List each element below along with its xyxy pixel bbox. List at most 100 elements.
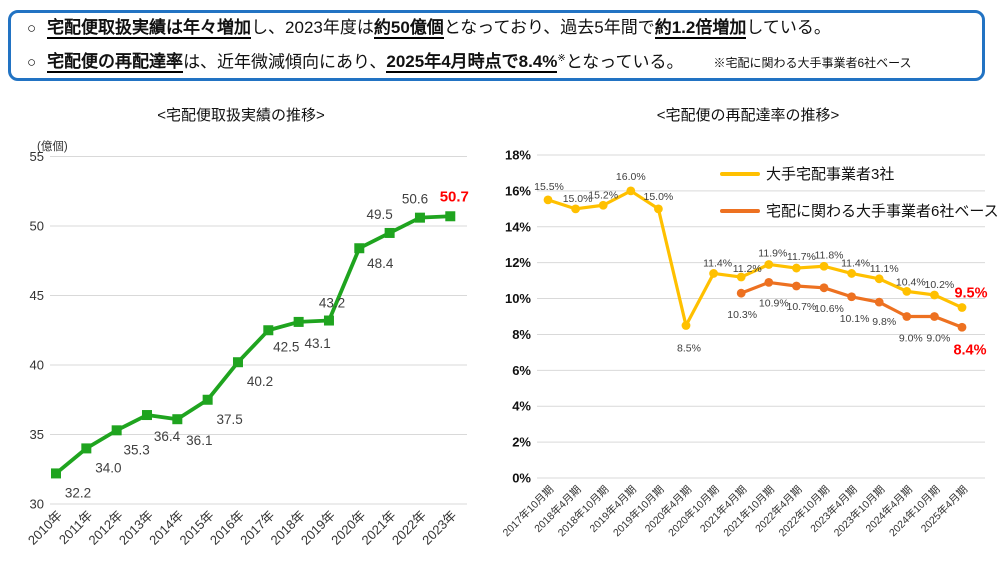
summary-emphasis-text: 宅配便の再配達率 [47,52,184,74]
summary-text: している。 [746,17,831,37]
data-point-label: 37.5 [217,412,243,427]
data-point-marker [172,414,183,425]
x-tick-label: 2010年 [25,508,65,548]
data-point-marker [792,263,801,273]
data-point-marker [819,261,829,271]
data-point-marker [263,325,274,336]
footnote: ※宅配に関わる大手事業者6社ベース [713,56,912,71]
data-point-label: 40.2 [247,374,273,389]
series-line [546,189,964,328]
data-point-marker [571,204,580,214]
data-point-label: 16.0% [616,171,646,183]
data-point-marker [384,227,395,238]
data-point-marker [51,468,61,479]
summary-emphasis-text: 約1.2倍増加 [654,17,747,39]
data-point-marker [957,303,967,312]
data-point-label: 11.4% [841,257,870,269]
bullet-circle-icon: ○ [27,54,37,72]
summary-line-1: ○ 宅配便取扱実績は年々増加し、2023年度は約50億個となっており、過去5年間… [27,13,982,44]
summary-text: し、2023年度は [251,17,374,37]
data-point-marker [847,292,856,302]
data-point-label: 49.5 [366,207,392,222]
y-tick-label: 10% [505,291,531,306]
legend-label: 宅配に関わる大手事業者6社ベース [766,203,999,220]
data-point-label: 11.4% [703,257,732,269]
y-tick-label: 55 [30,149,44,164]
data-point-label: 10.3% [727,309,757,321]
data-point-marker [902,312,912,321]
data-point-marker [414,212,425,223]
data-point-marker [736,288,746,298]
data-point-label: 9.0% [926,333,950,345]
data-point-label: 8.5% [677,342,701,354]
data-point-marker [81,443,92,454]
data-point-marker [293,316,304,327]
data-point-marker [598,200,608,210]
data-point-marker [874,274,884,284]
data-point-label: 11.7% [787,251,816,263]
data-point-marker [819,283,829,293]
data-point-label: 43.2 [319,296,345,311]
data-point-marker [543,195,553,205]
data-point-marker [111,425,122,436]
data-point-marker [847,269,856,278]
data-point-label: 10.6% [814,303,844,315]
data-point-label: 10.4% [896,276,926,288]
data-point-marker [232,357,243,368]
summary-text: となっている。 [565,52,684,72]
y-tick-label: 50 [30,219,44,234]
y-tick-label: 12% [505,255,531,270]
data-point-marker [354,243,365,254]
summary-emphasis-text: 約50億個 [373,17,444,39]
summary-line-2-text: 宅配便の再配達率は、近年微減傾向にあり、2025年4月時点で8.4%※となってい… [47,44,683,78]
data-point-label: 43.1 [304,336,330,351]
data-point-marker [930,290,939,300]
data-point-marker [902,286,912,296]
y-tick-label: 30 [30,497,44,512]
data-point-marker [654,204,663,214]
y-tick-label: 45 [30,288,44,303]
data-point-label: 10.2% [925,279,955,291]
series-line [54,214,453,476]
data-point-marker [141,410,152,421]
y-tick-label: 40 [30,358,44,373]
y-tick-label: 18% [505,148,531,163]
data-point-marker [930,312,939,321]
data-point-marker [626,186,636,196]
y-tick-label: 8% [512,327,531,342]
summary-text: ※ [557,52,566,64]
data-point-label: 9.8% [872,316,896,328]
summary-box: ○ 宅配便取扱実績は年々増加し、2023年度は約50億個となっており、過去5年間… [8,10,985,81]
y-tick-label: 35 [30,427,44,442]
data-point-marker [323,315,334,326]
data-point-label: 9.5% [954,286,987,302]
data-point-marker [792,281,801,291]
data-point-marker [957,322,967,332]
data-point-label: 15.0% [644,191,674,203]
y-tick-label: 0% [512,471,531,486]
data-point-label: 36.4 [154,429,181,444]
data-point-marker [764,278,774,287]
x-tick-label: 2023年 [419,508,459,548]
data-point-label: 10.1% [840,313,870,325]
chart-title: <宅配便取扱実績の推移> [157,107,325,124]
data-point-label: 11.8% [815,249,844,261]
y-tick-label: 16% [505,183,531,198]
y-axis-unit-label: (億個) [37,140,68,153]
data-point-marker [202,394,213,405]
data-point-label: 34.0 [95,460,121,475]
data-point-marker [874,297,884,307]
legend-label: 大手宅配事業者3社 [766,166,894,183]
bullet-circle-icon: ○ [27,19,37,37]
y-tick-label: 2% [512,435,531,450]
data-point-label: 32.2 [65,485,91,500]
data-point-label: 15.2% [588,189,618,201]
data-point-label: 50.6 [402,192,428,207]
data-point-marker [681,321,691,330]
summary-text: となっており、過去5年間で [443,17,655,37]
data-point-label: 10.7% [787,301,817,313]
data-point-label: 11.9% [758,247,787,259]
redelivery-rate-chart: 0%2%4%6%8%10%12%14%16%18%<宅配便の再配達率の推移>20… [500,107,999,539]
summary-emphasis-text: 宅配便取扱実績は年々増加 [47,17,252,39]
